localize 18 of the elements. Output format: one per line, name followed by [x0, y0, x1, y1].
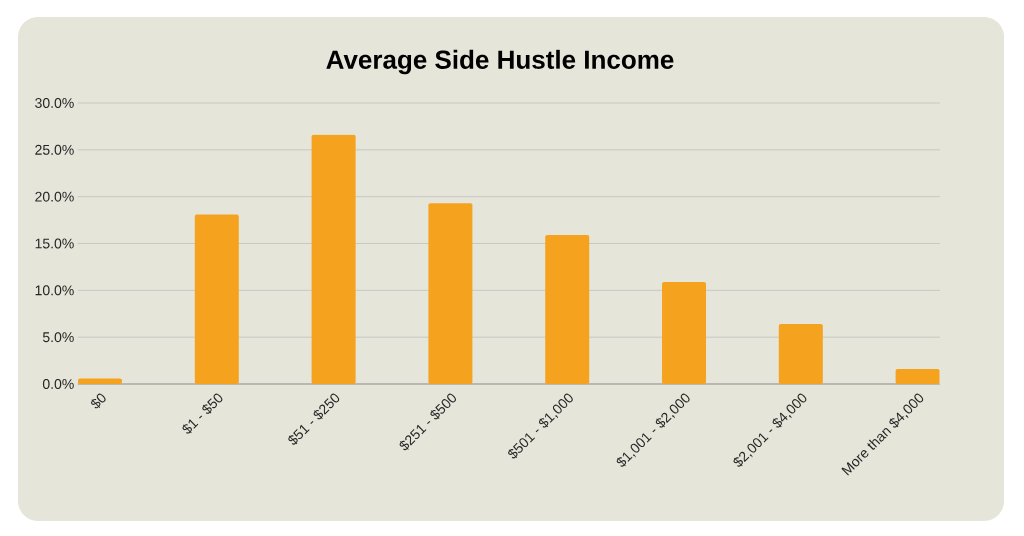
x-tick-label: $0: [91, 393, 106, 409]
bar: [194, 214, 239, 384]
y-tick-label: 30.0%: [35, 98, 74, 108]
bar: [428, 203, 473, 384]
y-tick-label: 20.0%: [35, 191, 74, 202]
chart-title: Average Side Hustle Income: [326, 49, 674, 75]
bar: [662, 281, 707, 384]
bar: [78, 378, 122, 384]
bar: [545, 235, 590, 384]
y-tick-label: 0.0%: [42, 379, 74, 389]
bar: [311, 134, 356, 384]
y-tick-label: 10.0%: [35, 285, 74, 296]
y-tick-label: 15.0%: [35, 238, 74, 249]
bar: [778, 324, 823, 384]
y-tick-label: 5.0%: [42, 332, 74, 343]
y-tick-label: 25.0%: [35, 144, 74, 155]
bar: [895, 369, 940, 384]
x-tick-label: $1 - $50: [182, 393, 223, 434]
